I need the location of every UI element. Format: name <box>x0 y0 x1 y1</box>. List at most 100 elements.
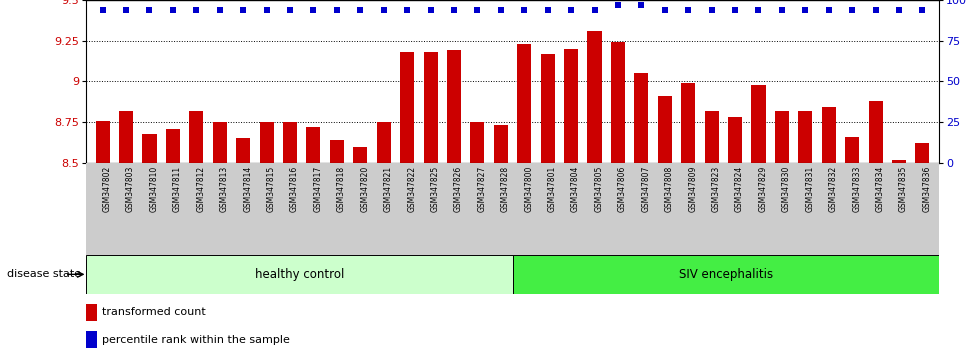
Text: GSM347822: GSM347822 <box>407 166 416 212</box>
Bar <box>330 140 344 163</box>
Text: healthy control: healthy control <box>255 268 344 281</box>
Point <box>353 7 368 13</box>
Text: GSM347806: GSM347806 <box>618 166 627 212</box>
Bar <box>564 49 578 163</box>
Bar <box>376 122 391 163</box>
Point <box>611 2 626 8</box>
Point <box>914 7 930 13</box>
Bar <box>283 122 297 163</box>
Text: disease state: disease state <box>7 269 81 279</box>
Text: transformed count: transformed count <box>102 308 206 318</box>
Bar <box>892 160 907 163</box>
Bar <box>752 85 765 163</box>
Point <box>119 7 134 13</box>
Bar <box>470 122 484 163</box>
Point <box>422 7 438 13</box>
Point <box>587 7 603 13</box>
Point <box>282 7 298 13</box>
Point <box>680 7 696 13</box>
Bar <box>705 111 718 163</box>
Point <box>399 7 415 13</box>
Text: GSM347825: GSM347825 <box>430 166 440 212</box>
Bar <box>96 120 110 163</box>
Text: GSM347832: GSM347832 <box>829 166 838 212</box>
Text: SIV encephalitis: SIV encephalitis <box>678 268 773 281</box>
Point <box>165 7 180 13</box>
Point <box>774 7 790 13</box>
Text: GSM347809: GSM347809 <box>688 166 697 212</box>
Text: GSM347823: GSM347823 <box>711 166 720 212</box>
Bar <box>86 255 513 294</box>
Point <box>891 7 907 13</box>
Point <box>845 7 860 13</box>
Point <box>142 7 158 13</box>
Point <box>516 7 532 13</box>
Bar <box>423 52 438 163</box>
Text: GSM347811: GSM347811 <box>172 166 182 212</box>
Bar <box>587 31 602 163</box>
Point <box>657 7 672 13</box>
Point <box>704 7 719 13</box>
Point <box>493 7 509 13</box>
Point <box>867 7 883 13</box>
Text: percentile rank within the sample: percentile rank within the sample <box>102 335 289 344</box>
Point <box>564 7 579 13</box>
Bar <box>189 111 204 163</box>
Text: GSM347826: GSM347826 <box>454 166 463 212</box>
Point <box>469 7 485 13</box>
Text: GSM347804: GSM347804 <box>571 166 580 212</box>
Text: GSM347801: GSM347801 <box>548 166 557 212</box>
Point <box>306 7 321 13</box>
Text: GSM347807: GSM347807 <box>641 166 651 212</box>
Bar <box>213 122 226 163</box>
Text: GSM347810: GSM347810 <box>150 166 159 212</box>
Point <box>751 7 766 13</box>
Point <box>446 7 462 13</box>
Text: GSM347813: GSM347813 <box>220 166 228 212</box>
Bar <box>775 111 789 163</box>
Point <box>376 7 392 13</box>
Point <box>727 7 743 13</box>
Text: GSM347829: GSM347829 <box>759 166 767 212</box>
Point <box>235 7 251 13</box>
Point <box>212 7 227 13</box>
Bar <box>634 73 649 163</box>
Bar <box>915 143 929 163</box>
Text: GSM347831: GSM347831 <box>806 166 814 212</box>
Bar <box>799 111 812 163</box>
Bar <box>845 137 859 163</box>
Bar <box>236 138 250 163</box>
Text: GSM347805: GSM347805 <box>595 166 604 212</box>
Point <box>540 7 556 13</box>
Bar <box>142 133 157 163</box>
Text: GSM347827: GSM347827 <box>477 166 486 212</box>
Text: GSM347802: GSM347802 <box>103 166 112 212</box>
Bar <box>86 304 97 321</box>
Bar <box>513 255 939 294</box>
Point <box>821 7 837 13</box>
Bar <box>400 52 415 163</box>
Text: GSM347815: GSM347815 <box>267 166 275 212</box>
Text: GSM347817: GSM347817 <box>314 166 322 212</box>
Point <box>259 7 274 13</box>
Bar <box>353 147 368 163</box>
Bar <box>611 42 625 163</box>
Point <box>188 7 204 13</box>
Text: GSM347812: GSM347812 <box>196 166 206 212</box>
Point <box>95 7 111 13</box>
Text: GSM347835: GSM347835 <box>899 166 908 212</box>
Bar <box>447 51 461 163</box>
Bar <box>86 331 97 348</box>
Bar <box>728 117 742 163</box>
Text: GSM347824: GSM347824 <box>735 166 744 212</box>
Bar <box>681 83 695 163</box>
Text: GSM347808: GSM347808 <box>664 166 674 212</box>
Bar <box>307 127 320 163</box>
Text: GSM347821: GSM347821 <box>384 166 393 212</box>
Text: GSM347836: GSM347836 <box>922 166 931 212</box>
Bar <box>821 108 836 163</box>
Text: GSM347814: GSM347814 <box>243 166 252 212</box>
Text: GSM347816: GSM347816 <box>290 166 299 212</box>
Bar <box>541 54 555 163</box>
Text: GSM347800: GSM347800 <box>524 166 533 212</box>
